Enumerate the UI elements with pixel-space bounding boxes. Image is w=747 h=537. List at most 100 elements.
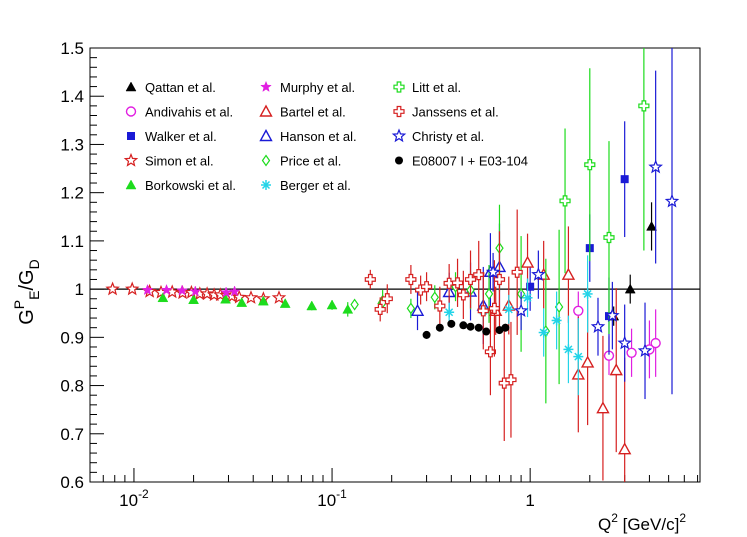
data-point xyxy=(464,273,477,286)
data-point xyxy=(220,293,231,304)
series-berger-et-al xyxy=(444,255,593,396)
legend-label: Litt et al. xyxy=(412,80,461,95)
asterisk-stroke xyxy=(504,305,513,314)
legend-marker xyxy=(259,129,273,142)
plot-frame xyxy=(89,47,701,483)
asterisk-stroke xyxy=(552,316,561,325)
data-point xyxy=(422,330,431,339)
legend-label: E08007 I + E03-104 xyxy=(412,154,528,169)
data-point xyxy=(160,283,173,296)
data-point xyxy=(189,285,202,297)
data-point xyxy=(124,281,140,296)
legend-marker xyxy=(259,104,273,117)
data-point xyxy=(405,273,417,286)
legend-label: Qattan et al. xyxy=(145,80,216,95)
series-e08007-i-e03-104 xyxy=(422,319,510,339)
x-tick-label: 1 xyxy=(525,491,534,510)
x-tick-label: 10-2 xyxy=(119,487,149,510)
data-point xyxy=(638,100,650,112)
data-point xyxy=(484,287,494,300)
data-point xyxy=(141,283,154,296)
legend-marker xyxy=(393,105,405,118)
data-point xyxy=(561,267,576,280)
legend-label: Borkowski et al. xyxy=(145,178,236,193)
data-point xyxy=(199,286,215,301)
y-tick-label: 1.1 xyxy=(60,232,84,251)
y-tick-label: 0.8 xyxy=(60,377,84,396)
data-point xyxy=(650,337,661,349)
data-point xyxy=(410,303,425,317)
data-point xyxy=(350,298,359,311)
legend-marker xyxy=(125,81,137,92)
data-point xyxy=(434,300,446,312)
data-point xyxy=(503,304,514,315)
data-point xyxy=(563,344,574,355)
legend-label: Berger et al. xyxy=(280,178,351,193)
data-point xyxy=(596,401,610,414)
x-axis-label: Q2 [GeV/c]2 xyxy=(598,511,686,534)
data-point xyxy=(580,355,595,368)
legend-marker xyxy=(395,156,403,165)
data-point xyxy=(573,351,584,362)
asterisk-stroke xyxy=(261,180,271,190)
data-point xyxy=(605,307,620,322)
data-point xyxy=(624,283,636,294)
data-point xyxy=(648,159,663,174)
y-tick-label: 1.5 xyxy=(60,39,84,58)
legend-label: Andivahis et al. xyxy=(145,105,233,120)
asterisk-stroke xyxy=(539,328,548,337)
data-point xyxy=(559,195,571,207)
legend-marker xyxy=(123,152,139,167)
asterisk-stroke xyxy=(583,289,592,298)
data-point xyxy=(306,300,318,311)
data-point xyxy=(374,303,386,315)
series-litt-et-al xyxy=(559,48,650,334)
data-point xyxy=(484,346,497,358)
data-point xyxy=(457,289,469,301)
series-borkowski-et-al xyxy=(157,290,389,317)
data-point xyxy=(477,305,489,317)
data-point xyxy=(326,299,338,310)
data-point xyxy=(637,343,653,358)
series-murphy-et-al xyxy=(141,283,241,298)
data-point xyxy=(582,288,593,299)
data-point xyxy=(466,322,475,331)
data-point xyxy=(520,255,535,268)
asterisk-stroke xyxy=(574,352,583,361)
legend-label: Simon et al. xyxy=(145,154,214,169)
data-point xyxy=(157,292,169,303)
data-point xyxy=(451,277,464,289)
data-point xyxy=(646,220,657,231)
data-point xyxy=(443,277,455,289)
data-point xyxy=(381,293,393,305)
legend-marker xyxy=(260,80,272,92)
data-point xyxy=(620,175,629,184)
data-point xyxy=(493,273,506,286)
data-point xyxy=(609,363,623,376)
x-tick-label: 10-1 xyxy=(317,487,347,510)
legend-marker xyxy=(125,106,137,117)
legend-marker xyxy=(393,81,405,93)
data-point xyxy=(176,284,188,296)
y-axis-label: GPE/GD xyxy=(11,259,42,325)
data-point xyxy=(488,302,501,314)
y-tick-label: 0.6 xyxy=(60,473,84,492)
data-point xyxy=(573,305,584,317)
data-point xyxy=(430,291,440,304)
legend-marker xyxy=(261,180,271,190)
data-point xyxy=(105,281,120,296)
legend-label: Murphy et al. xyxy=(280,80,355,95)
asterisk-stroke xyxy=(523,293,532,302)
data-point xyxy=(228,285,241,297)
y-tick-label: 1.2 xyxy=(60,184,84,203)
data-point xyxy=(590,319,606,333)
data-point xyxy=(511,266,523,278)
data-point xyxy=(444,307,455,318)
data-point xyxy=(271,290,287,304)
series-price-et-al xyxy=(350,204,564,404)
data-point xyxy=(406,302,416,315)
legend-marker xyxy=(391,128,407,143)
data-point xyxy=(435,323,444,332)
y-tick-label: 0.9 xyxy=(60,328,84,347)
data-point xyxy=(603,231,615,244)
